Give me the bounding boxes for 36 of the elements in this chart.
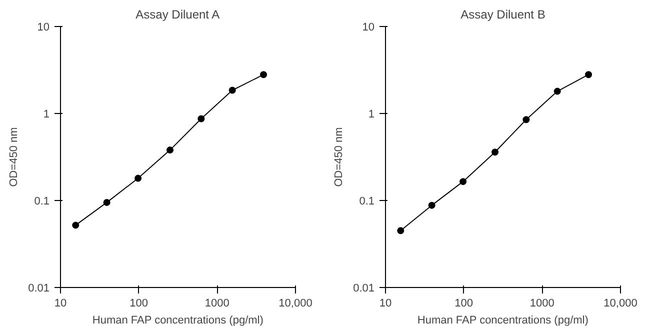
point bbox=[72, 222, 80, 229]
x-tick-label: 10 bbox=[379, 298, 392, 310]
point bbox=[397, 227, 404, 234]
y-tick-label: 0.1 bbox=[359, 196, 375, 208]
y-tick-label: 1 bbox=[368, 108, 375, 120]
y-tick-label: 10 bbox=[37, 22, 50, 34]
y-axis-title: OD=450 nm bbox=[8, 127, 20, 187]
point bbox=[260, 71, 268, 78]
point bbox=[166, 146, 174, 154]
x-tick-label: 1000 bbox=[204, 298, 230, 310]
point bbox=[103, 198, 110, 206]
point bbox=[585, 71, 592, 78]
x-tick-label: 10 bbox=[54, 298, 67, 310]
x-tick-label: 100 bbox=[130, 298, 148, 310]
y-tick-label: 0.01 bbox=[353, 282, 375, 294]
point bbox=[522, 116, 530, 124]
x-tick-label: 10,000 bbox=[604, 298, 638, 310]
chart-title: Assay Diluent B bbox=[460, 8, 546, 22]
point bbox=[428, 202, 436, 209]
y-axis-title: OD=450 nm bbox=[333, 127, 346, 187]
y-tick-label: 1 bbox=[43, 108, 50, 120]
point bbox=[492, 148, 499, 156]
y-tick-label: 10 bbox=[362, 22, 375, 34]
x-tick-label: 100 bbox=[454, 298, 474, 310]
chart-title: Assay Diluent A bbox=[136, 8, 220, 22]
x-tick-label: 10,000 bbox=[278, 298, 312, 310]
point bbox=[198, 115, 205, 122]
point bbox=[554, 88, 561, 95]
point bbox=[460, 178, 467, 186]
y-tick-label: 0.01 bbox=[28, 282, 50, 294]
x-axis-title: Human FAP concentrations (pg/ml) bbox=[417, 314, 588, 326]
y-tick-label: 0.1 bbox=[34, 196, 50, 208]
point bbox=[134, 174, 142, 182]
x-axis-title: Human FAP concentrations (pg/ml) bbox=[92, 314, 264, 326]
x-tick-label: 1000 bbox=[530, 298, 554, 310]
point bbox=[228, 86, 236, 94]
